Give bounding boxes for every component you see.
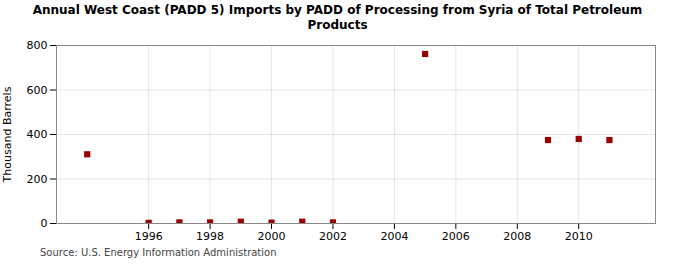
svg-text:2002: 2002 [319,230,347,243]
svg-text:1996: 1996 [135,230,163,243]
svg-text:0: 0 [41,217,48,230]
svg-text:2004: 2004 [380,230,408,243]
svg-text:400: 400 [27,128,48,141]
html-text:Source: U.S. Energy Informatio: Source: U.S. Energy Information Administ… [40,247,277,258]
svg-text:2010: 2010 [565,230,593,243]
svg-text:2000: 2000 [258,230,286,243]
svg-text:1998: 1998 [196,230,224,243]
svg-text:800: 800 [27,39,48,52]
svg-text:200: 200 [27,173,48,186]
svg-text:600: 600 [27,84,48,97]
html-text:Annual West Coast (PADD 5) Imp: Annual West Coast (PADD 5) Imports by PA… [32,3,643,32]
svg-text:2008: 2008 [503,230,531,243]
svg-text:2006: 2006 [442,230,470,243]
svg-text:Thousand Barrels: Thousand Barrels [1,86,14,183]
